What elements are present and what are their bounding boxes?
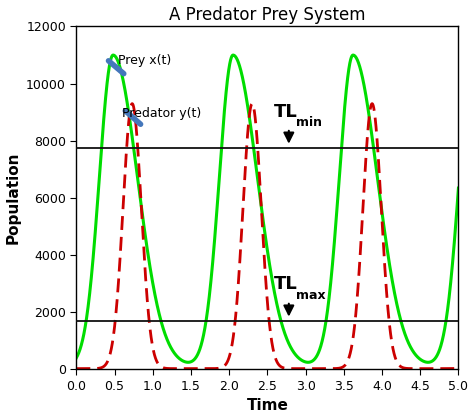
Text: TL: TL bbox=[273, 103, 297, 121]
Text: min: min bbox=[296, 116, 322, 129]
Title: A Predator Prey System: A Predator Prey System bbox=[169, 5, 365, 23]
Y-axis label: Population: Population bbox=[6, 152, 20, 244]
Text: TL: TL bbox=[273, 275, 297, 293]
Text: Prey x(t): Prey x(t) bbox=[118, 54, 172, 67]
Text: Predator y(t): Predator y(t) bbox=[122, 106, 201, 119]
X-axis label: Time: Time bbox=[246, 398, 288, 414]
Text: max: max bbox=[296, 289, 326, 302]
